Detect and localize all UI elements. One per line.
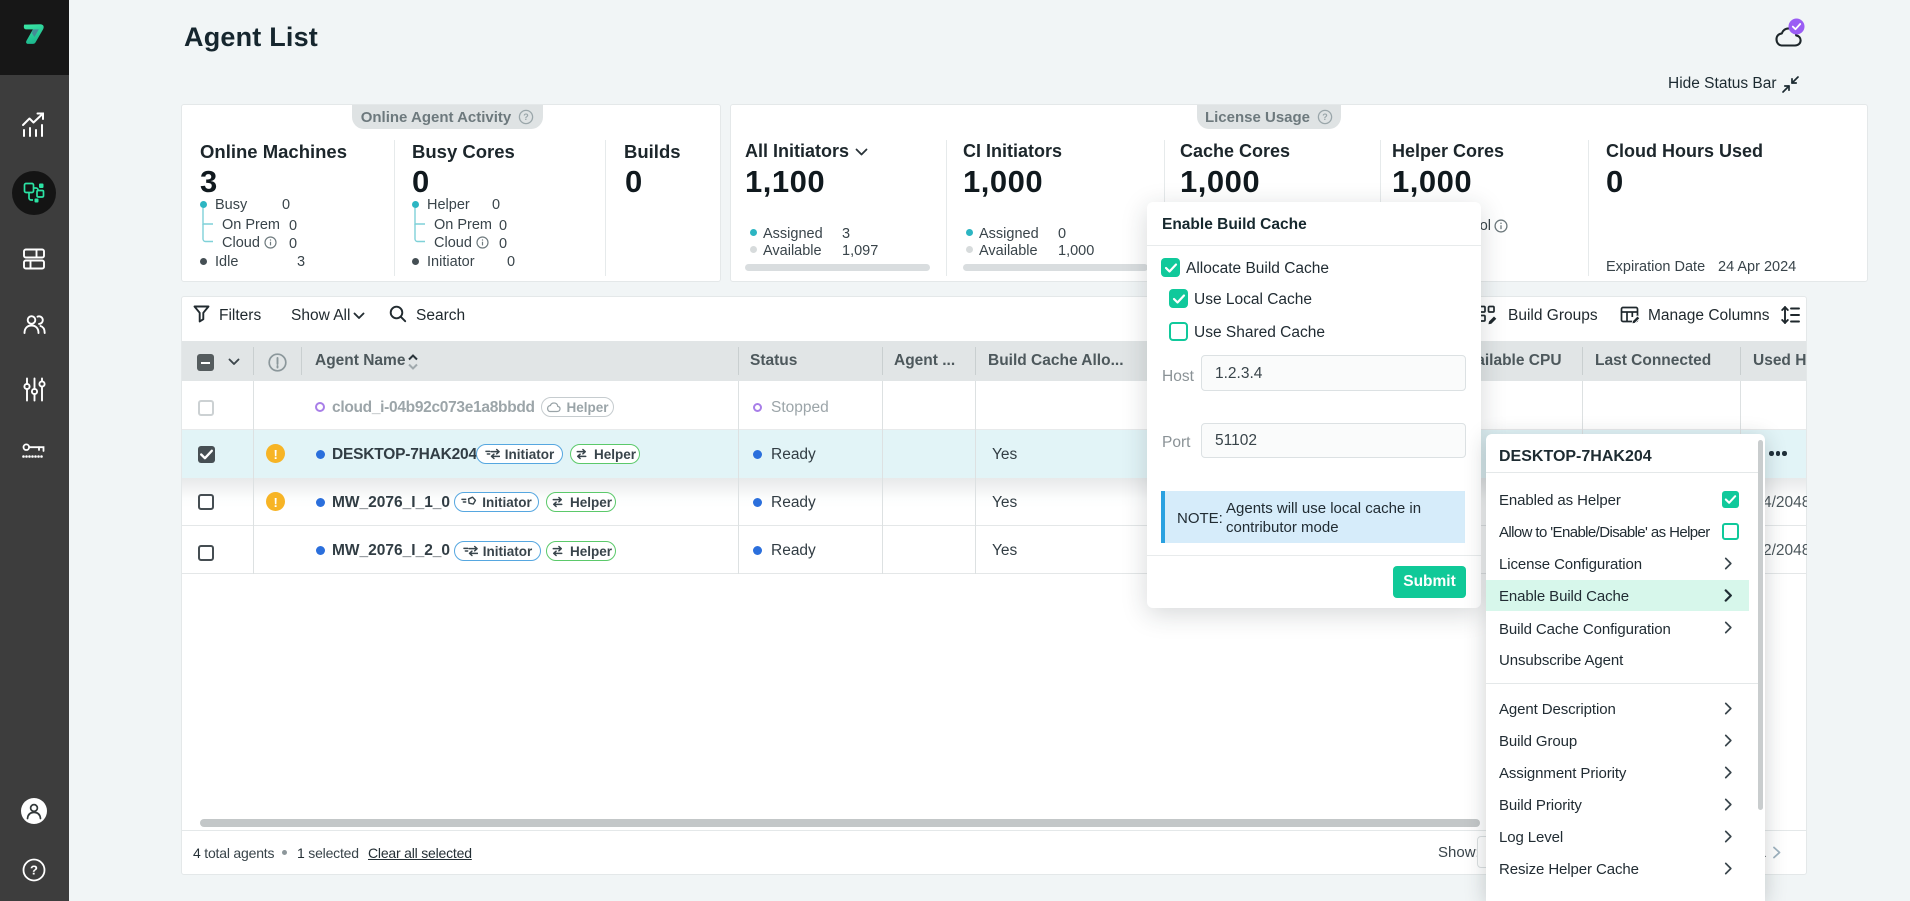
svg-text:?: ? bbox=[1322, 112, 1328, 122]
svg-text:?: ? bbox=[30, 863, 38, 878]
svg-text:?: ? bbox=[524, 112, 530, 122]
